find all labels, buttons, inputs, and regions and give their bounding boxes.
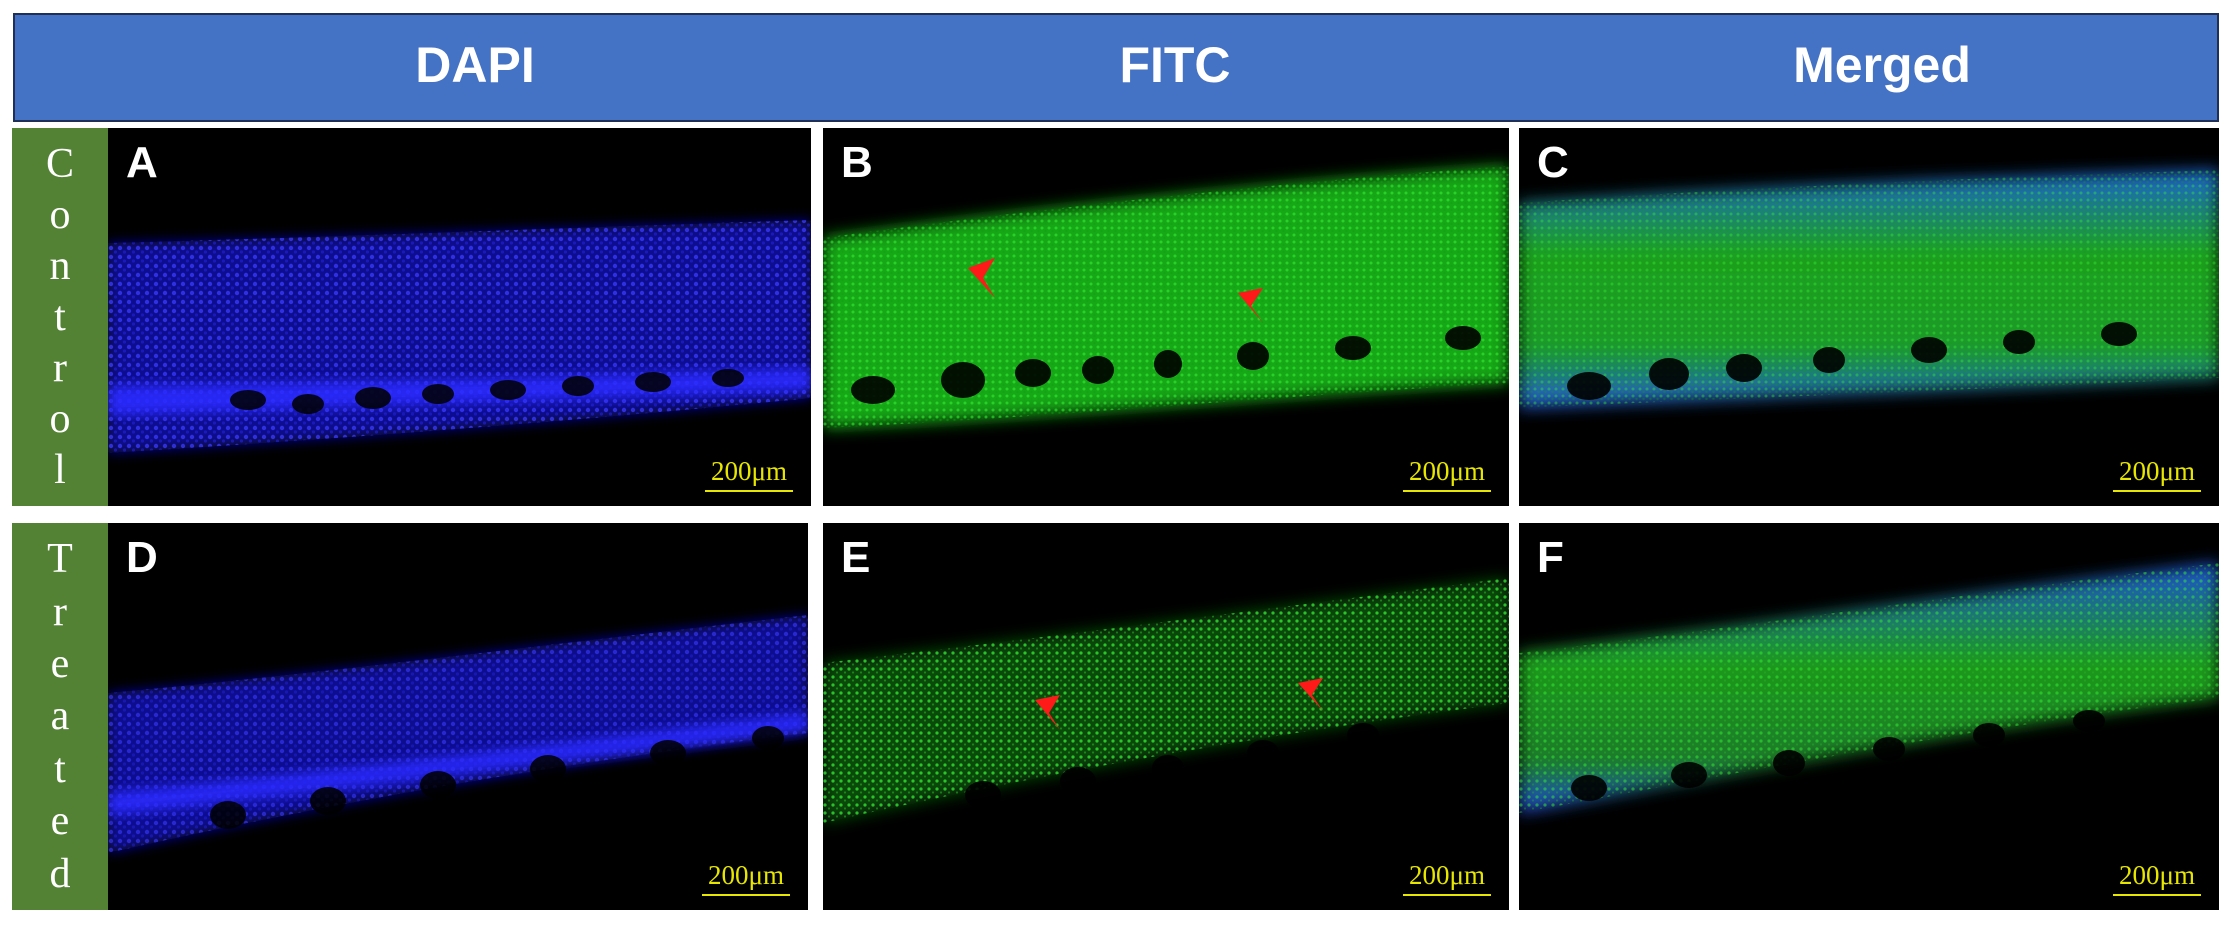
arrowhead-marker: [968, 258, 995, 298]
scale-line: [2113, 894, 2201, 896]
scale-bar: 200μm: [702, 860, 790, 896]
micrograph-merged-control: [1519, 170, 2219, 408]
panel-a-dapi-control: A 200μm: [108, 128, 811, 506]
row-label-control: C o n t r o l: [12, 128, 108, 506]
row-label-letter: d: [49, 850, 71, 897]
micrograph-fitc-treated: [823, 578, 1509, 823]
panel-letter: D: [126, 533, 158, 582]
row-label-letter: t: [54, 293, 66, 340]
row-label-letter: t: [54, 745, 66, 792]
column-title-fitc: FITC: [1119, 37, 1231, 93]
panel-letter: F: [1537, 533, 1564, 582]
scale-bar: 200μm: [2113, 860, 2201, 896]
scale-label: 200μm: [708, 860, 784, 890]
row-label-letter: a: [50, 693, 70, 740]
scale-label: 200μm: [2119, 456, 2195, 486]
panel-e-fitc-treated: E 200μm: [823, 523, 1509, 910]
scale-bar: 200μm: [2113, 456, 2201, 492]
row-label-letter: l: [54, 447, 66, 494]
row-label-letter: n: [49, 242, 71, 289]
row-label-treated: T r e a t e d: [12, 523, 108, 910]
panel-d-dapi-treated: D 200μm: [108, 523, 808, 910]
scale-label: 200μm: [711, 456, 787, 486]
arrowhead-marker: [1238, 288, 1263, 323]
row-label-letter: T: [47, 536, 73, 583]
panel-letter: A: [126, 138, 158, 187]
scale-line: [1403, 894, 1491, 896]
panel-b-fitc-control: B 200μm: [823, 128, 1509, 506]
row-label-letter: o: [49, 191, 71, 238]
micrograph-merged-treated: [1519, 563, 2219, 813]
scale-label: 200μm: [1409, 456, 1485, 486]
arrowhead-marker: [1298, 678, 1323, 711]
scale-label: 200μm: [1409, 860, 1485, 890]
panel-letter: C: [1537, 138, 1569, 187]
scale-line: [2113, 490, 2201, 492]
column-title-merged: Merged: [1793, 37, 1971, 93]
row-label-letter: r: [53, 345, 67, 392]
arrowhead-marker: [1035, 695, 1060, 730]
scale-bar: 200μm: [705, 456, 793, 492]
scale-line: [702, 894, 790, 896]
scale-bar: 200μm: [1403, 860, 1491, 896]
panel-f-merged-treated: F 200μm: [1519, 523, 2219, 910]
panel-letter: E: [841, 533, 871, 582]
scale-line: [1403, 490, 1491, 492]
row-label-letter: r: [53, 588, 67, 635]
row-label-letter: o: [49, 396, 71, 443]
row-label-letter: e: [50, 798, 70, 845]
micrograph-fitc-control: [823, 166, 1509, 428]
column-title-dapi: DAPI: [415, 37, 535, 93]
scale-line: [705, 490, 793, 492]
panel-c-merged-control: C 200μm: [1519, 128, 2219, 506]
column-header-bar: DAPI FITC Merged: [13, 13, 2219, 122]
row-label-letter: e: [50, 641, 70, 688]
scale-bar: 200μm: [1403, 456, 1491, 492]
panel-letter: B: [841, 138, 873, 187]
row-label-letter: C: [45, 140, 74, 187]
scale-label: 200μm: [2119, 860, 2195, 890]
micrograph-dapi-treated: [108, 615, 808, 853]
micrograph-dapi-control: [108, 220, 811, 453]
